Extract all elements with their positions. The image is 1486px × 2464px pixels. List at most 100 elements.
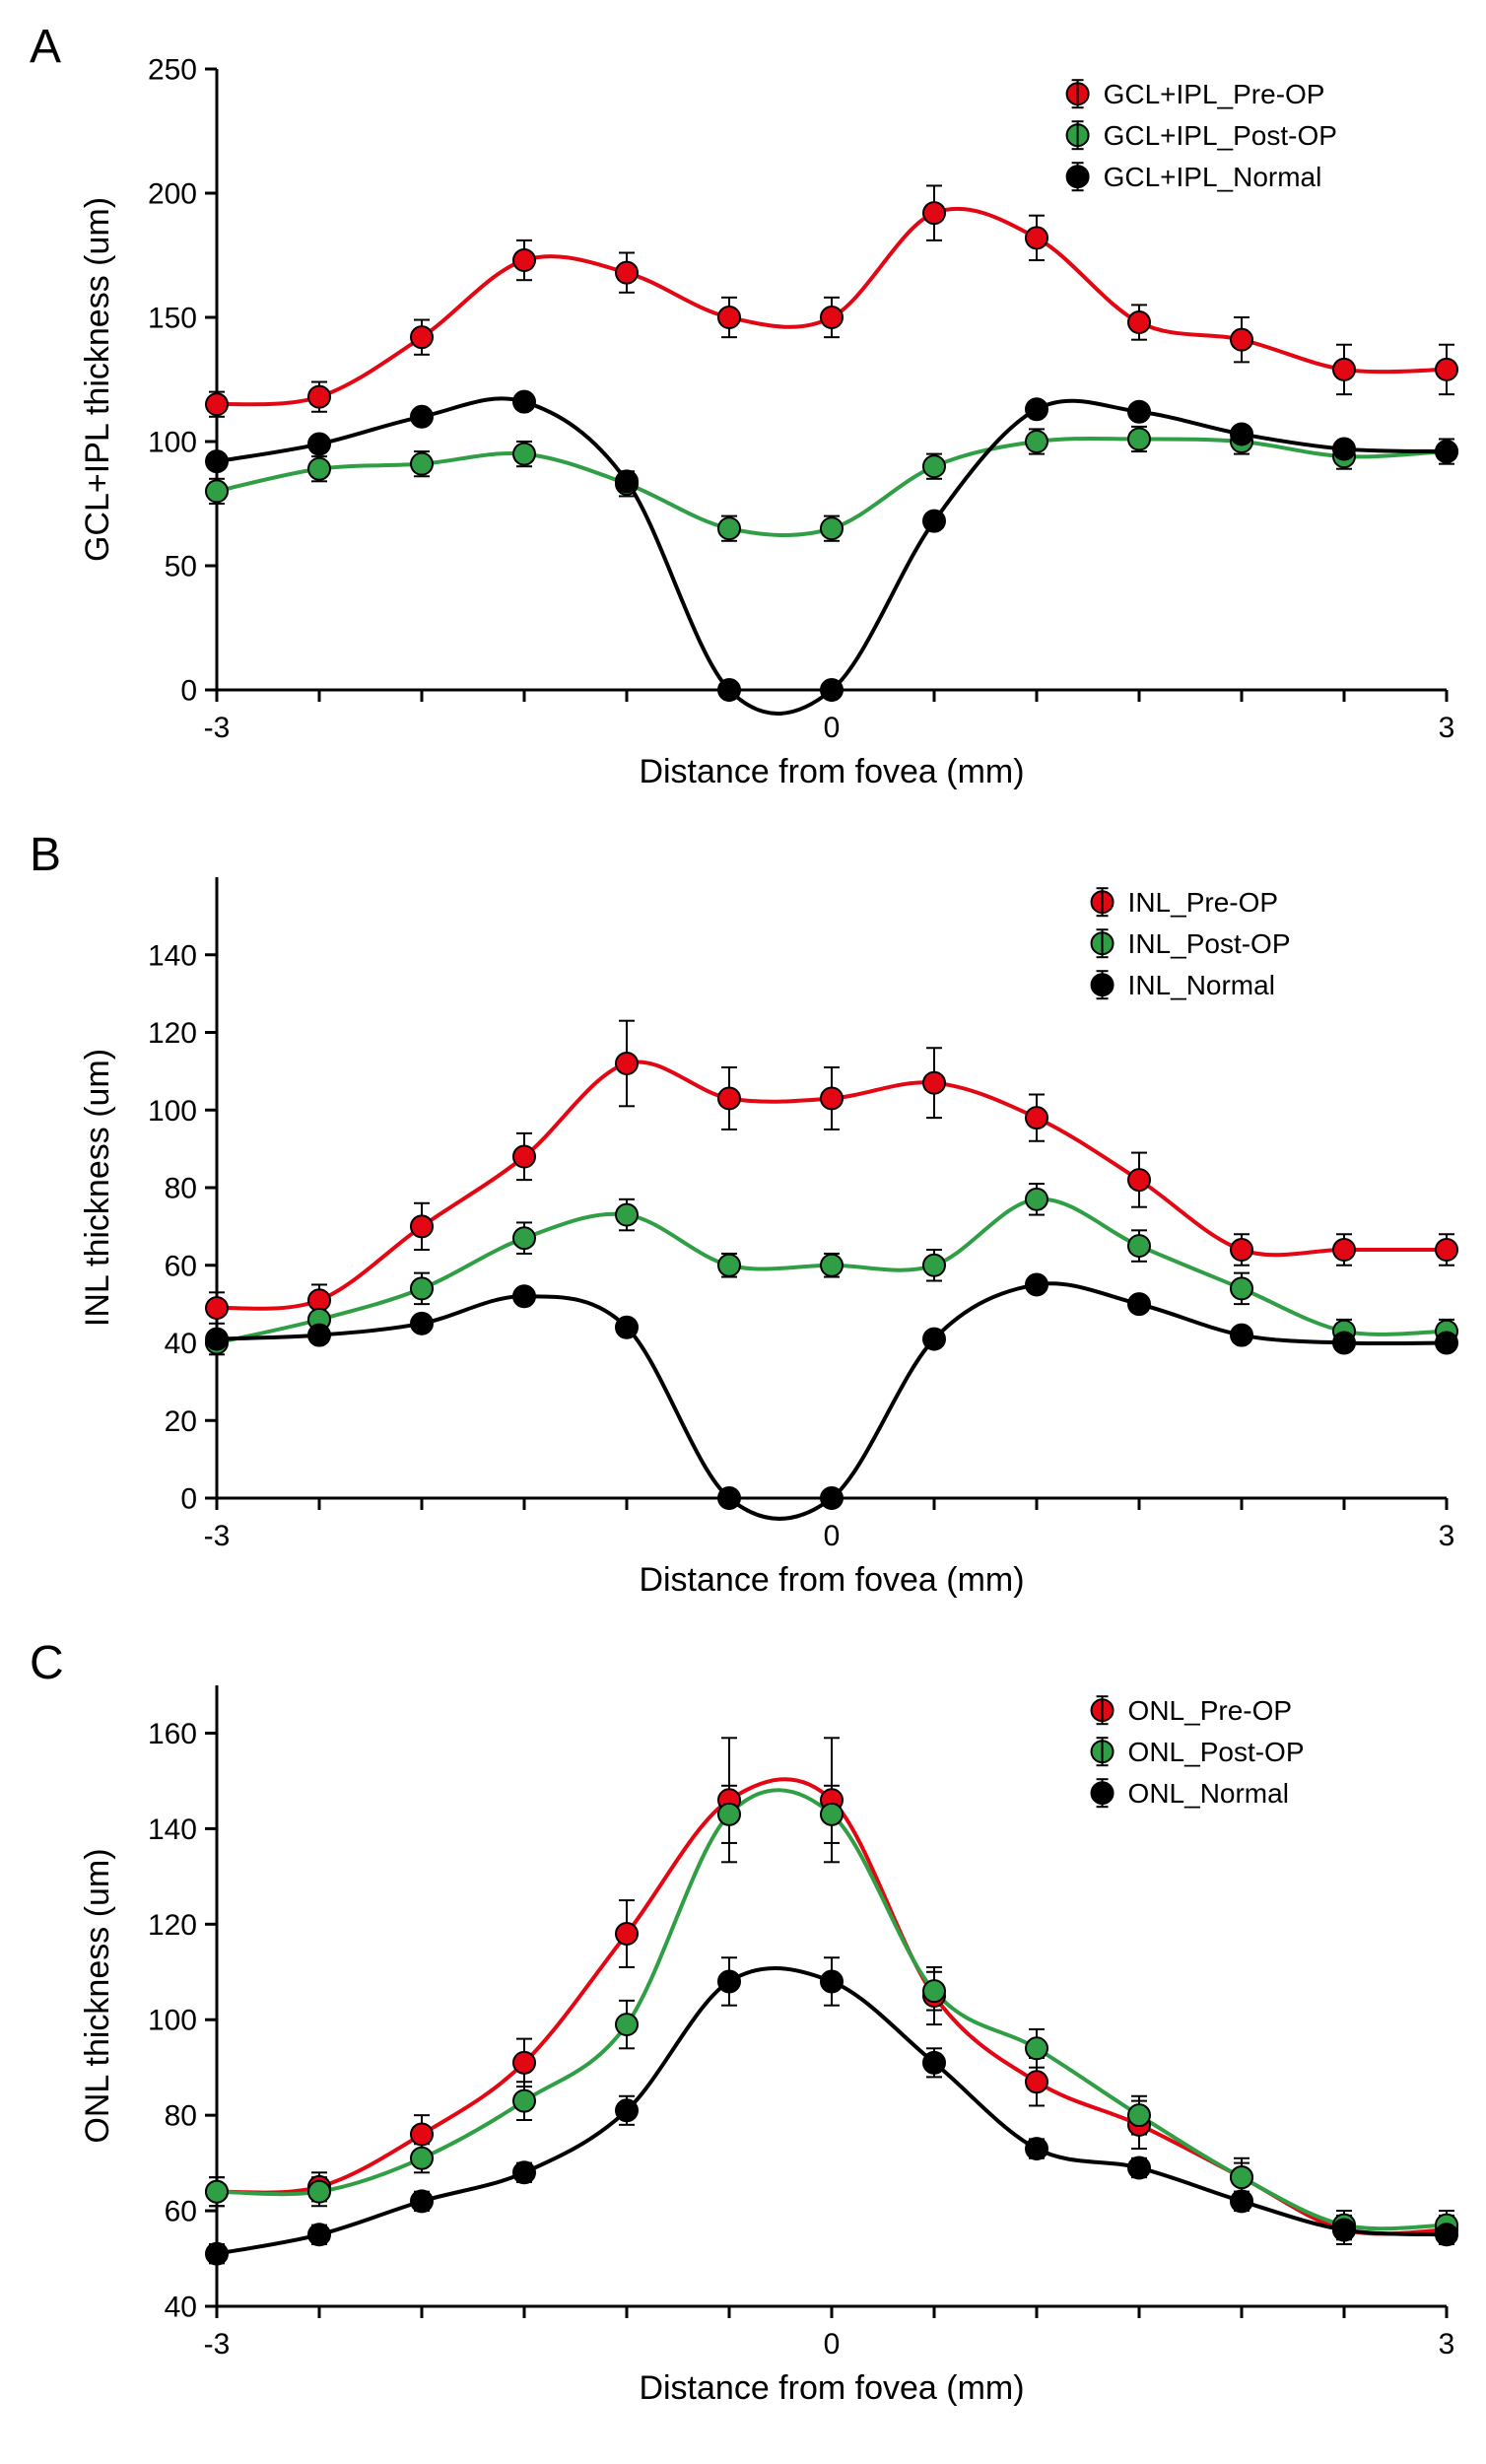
data-marker xyxy=(718,1255,740,1276)
data-marker xyxy=(616,1204,638,1226)
data-marker xyxy=(1436,1239,1457,1261)
y-tick-label: 140 xyxy=(148,1814,197,1846)
data-marker xyxy=(821,517,843,539)
legend-label: INL_Pre-OP xyxy=(1128,887,1279,918)
x-tick-label: -3 xyxy=(204,1520,231,1552)
legend-label: GCL+IPL_Pre-OP xyxy=(1104,79,1325,109)
panel-label-C: C xyxy=(30,1636,64,1690)
y-tick-label: 0 xyxy=(180,1483,197,1516)
data-marker xyxy=(616,2014,638,2035)
data-marker xyxy=(308,2181,330,2203)
x-axis-label: Distance from fovea (mm) xyxy=(639,753,1024,790)
data-marker xyxy=(1026,2138,1047,2159)
y-tick-label: 60 xyxy=(165,1250,197,1282)
data-marker xyxy=(821,679,843,701)
y-tick-label: 60 xyxy=(165,2196,197,2228)
data-marker xyxy=(821,1087,843,1109)
data-marker xyxy=(513,2090,535,2112)
data-marker xyxy=(1128,2104,1150,2126)
data-marker xyxy=(513,1227,535,1249)
data-marker xyxy=(1231,1277,1252,1299)
data-marker xyxy=(923,2052,945,2074)
data-marker xyxy=(513,2052,535,2074)
data-marker xyxy=(513,391,535,413)
data-marker xyxy=(821,307,843,328)
y-tick-label: 120 xyxy=(148,1017,197,1050)
y-tick-label: 80 xyxy=(165,1173,197,1205)
panel-C: C406080100120140160-303Distance from fov… xyxy=(20,1636,1486,2434)
legend-label: ONL_Pre-OP xyxy=(1128,1695,1293,1726)
data-marker xyxy=(206,480,228,502)
chart-A: 050100150200250-303Distance from fovea (… xyxy=(20,20,1486,818)
data-marker xyxy=(821,1255,843,1276)
data-marker xyxy=(1333,1333,1355,1354)
y-axis-label: ONL thickness (um) xyxy=(79,1848,116,2143)
legend-label: INL_Normal xyxy=(1128,970,1275,1000)
y-axis-label: INL thickness (um) xyxy=(79,1049,116,1327)
legend-label: ONL_Normal xyxy=(1128,1778,1289,1809)
data-marker xyxy=(718,517,740,539)
y-tick-label: 20 xyxy=(165,1405,197,1438)
x-tick-label: 3 xyxy=(1439,712,1455,744)
data-marker xyxy=(308,2224,330,2245)
data-marker xyxy=(411,326,433,348)
y-tick-label: 200 xyxy=(148,178,197,211)
data-marker xyxy=(1333,1239,1355,1261)
panel-A: A050100150200250-303Distance from fovea … xyxy=(20,20,1486,818)
y-tick-label: 150 xyxy=(148,303,197,335)
chart-B: 020406080100120140-303Distance from fove… xyxy=(20,828,1486,1626)
data-marker xyxy=(1333,439,1355,460)
data-marker xyxy=(513,249,535,271)
y-axis-label: GCL+IPL thickness (um) xyxy=(79,197,116,562)
data-marker xyxy=(718,1804,740,1825)
data-marker xyxy=(1128,428,1150,449)
data-marker xyxy=(1436,1333,1457,1354)
x-axis-label: Distance from fovea (mm) xyxy=(639,1561,1024,1599)
data-marker xyxy=(718,679,740,701)
data-marker xyxy=(718,1087,740,1109)
data-marker xyxy=(1128,311,1150,333)
data-marker xyxy=(923,1329,945,1350)
data-marker xyxy=(1026,2071,1047,2092)
data-marker xyxy=(1026,1273,1047,1295)
data-marker xyxy=(718,1970,740,1992)
data-marker xyxy=(718,307,740,328)
data-marker xyxy=(206,2181,228,2203)
data-marker xyxy=(411,2148,433,2169)
y-tick-label: 100 xyxy=(148,2005,197,2037)
data-marker xyxy=(1231,423,1252,445)
data-marker xyxy=(513,1285,535,1307)
series-line xyxy=(217,1283,1447,1519)
legend-label: GCL+IPL_Post-OP xyxy=(1104,120,1337,151)
x-tick-label: 0 xyxy=(824,712,841,744)
data-marker xyxy=(411,453,433,475)
data-marker xyxy=(1128,1169,1150,1191)
y-tick-label: 100 xyxy=(148,1095,197,1128)
data-marker xyxy=(1026,227,1047,248)
data-marker xyxy=(1128,1235,1150,1257)
y-tick-label: 40 xyxy=(165,1328,197,1360)
data-marker xyxy=(206,1297,228,1319)
data-marker xyxy=(718,1487,740,1509)
data-marker xyxy=(1128,1293,1150,1315)
y-tick-label: 120 xyxy=(148,1909,197,1942)
data-marker xyxy=(411,1277,433,1299)
panels-host: A050100150200250-303Distance from fovea … xyxy=(20,20,1486,2434)
data-marker xyxy=(411,1313,433,1335)
data-marker xyxy=(1128,2156,1150,2178)
x-tick-label: 0 xyxy=(824,1520,841,1552)
data-marker xyxy=(616,1053,638,1074)
data-marker xyxy=(1026,398,1047,420)
series-line xyxy=(217,1968,1447,2254)
data-marker xyxy=(1026,2037,1047,2059)
data-marker xyxy=(411,1215,433,1237)
data-marker xyxy=(1026,1189,1047,1210)
data-marker xyxy=(308,458,330,480)
data-marker xyxy=(1231,1239,1252,1261)
legend-label: ONL_Post-OP xyxy=(1128,1737,1305,1767)
data-marker xyxy=(308,386,330,408)
data-marker xyxy=(206,1329,228,1350)
data-marker xyxy=(1231,2166,1252,2188)
data-marker xyxy=(923,1255,945,1276)
data-marker xyxy=(411,406,433,428)
